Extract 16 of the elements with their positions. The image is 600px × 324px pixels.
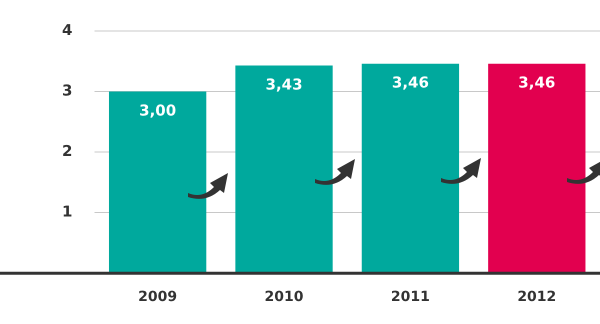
x-tick-label: 2012 <box>517 289 556 306</box>
y-tick-label: 3 <box>62 81 72 100</box>
bar <box>235 66 333 274</box>
bar <box>362 64 460 274</box>
data-label: 3,46 <box>392 74 429 92</box>
bar <box>488 64 586 274</box>
x-tick-label: 2009 <box>138 289 178 306</box>
data-label: 3,46 <box>518 74 556 92</box>
bar <box>108 92 206 274</box>
x-tick-label: 2011 <box>390 289 430 306</box>
y-tick-label: 4 <box>62 20 72 39</box>
y-tick-label: 1 <box>62 202 72 221</box>
data-label: 3,43 <box>266 75 303 94</box>
data-label: 3,00 <box>139 101 176 120</box>
y-tick-label: 2 <box>62 142 72 160</box>
x-tick-label: 2010 <box>264 289 304 306</box>
